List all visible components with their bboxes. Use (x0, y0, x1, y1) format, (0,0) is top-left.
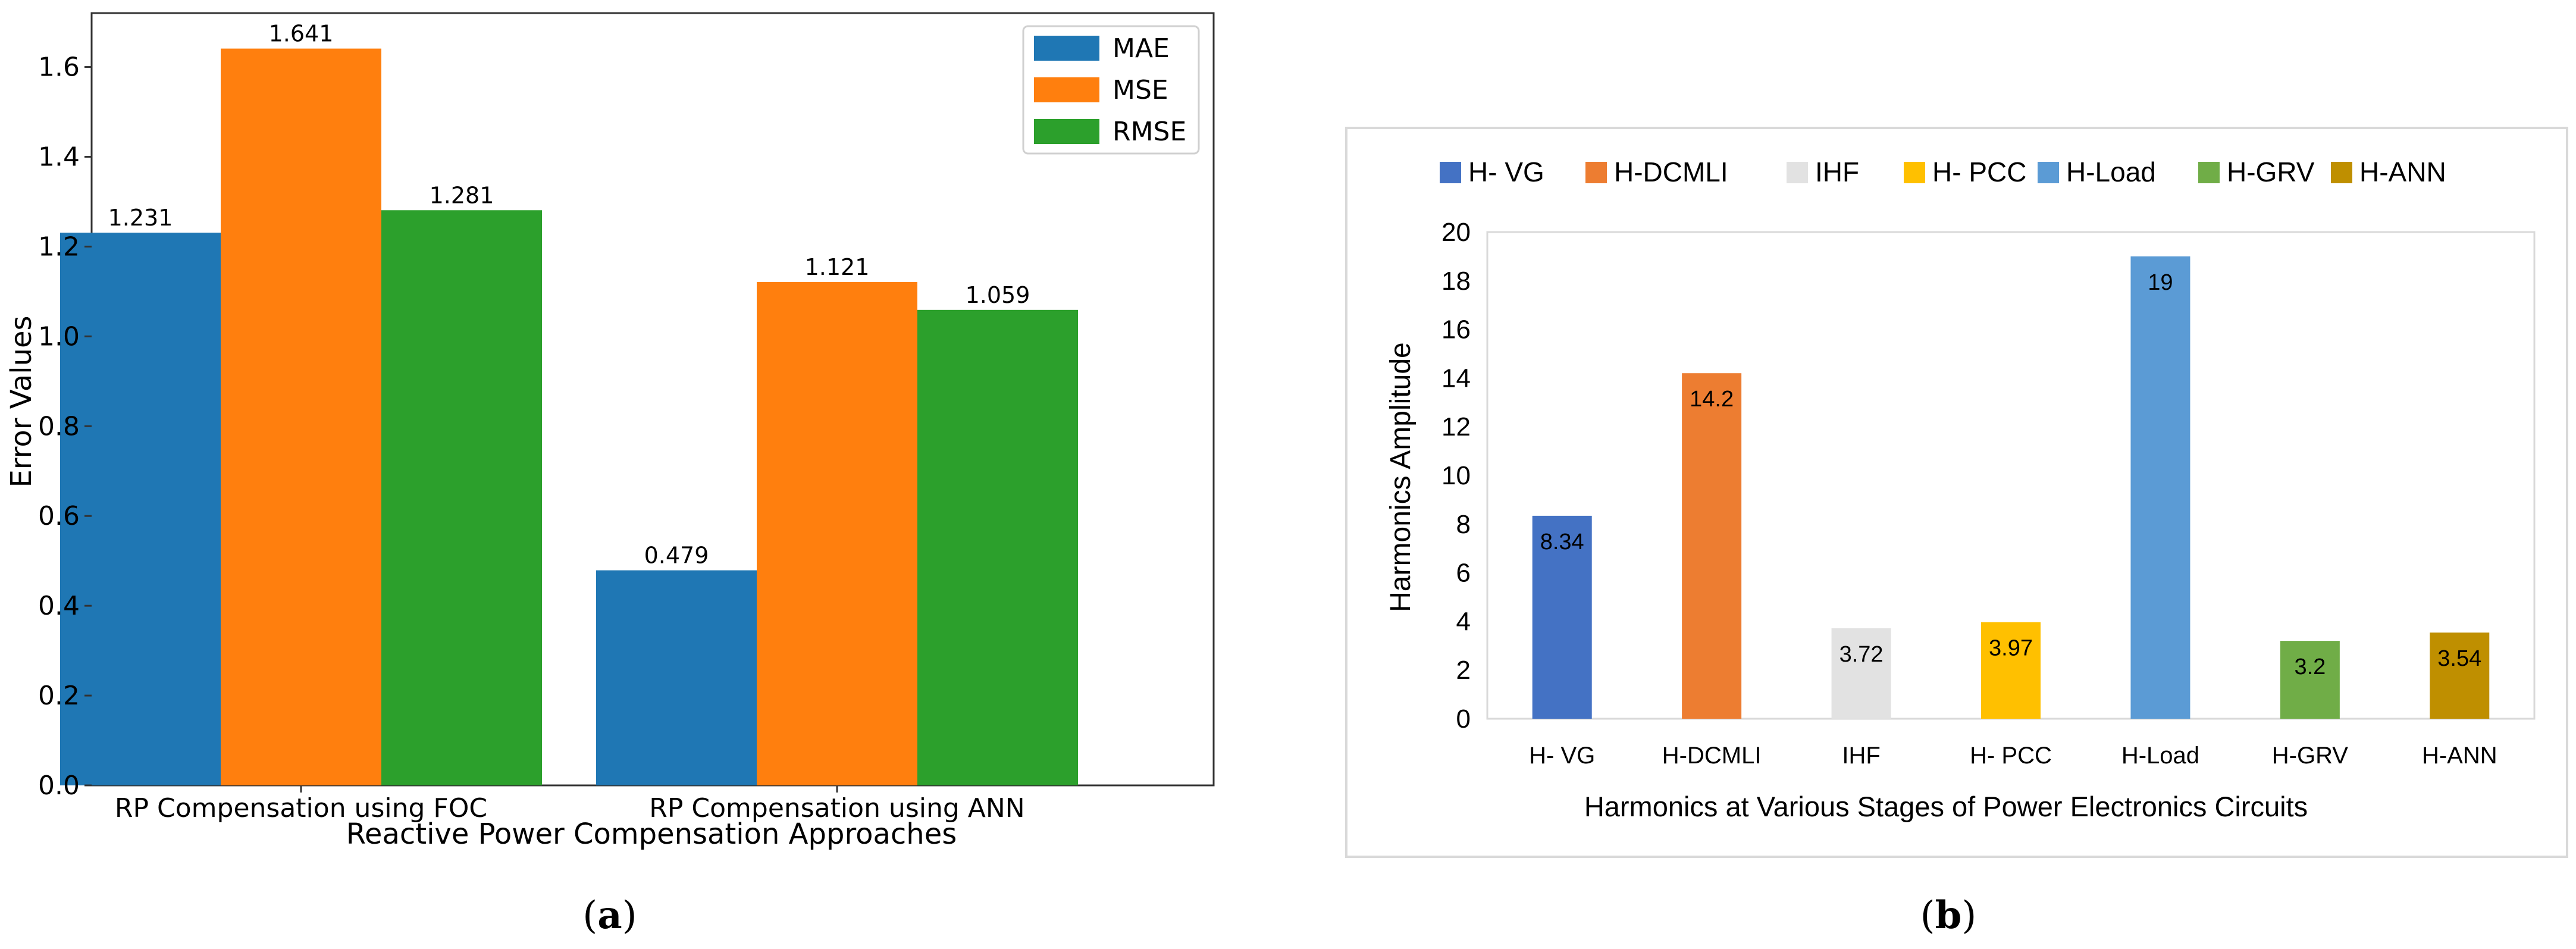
y-tick-label: 0.2 (38, 681, 80, 711)
bar-rmse-rp-compensation-using-foc (381, 210, 542, 785)
chart-b-y-axis: 0 2 4 6 8 10 12 14 16 18 20 (1441, 218, 1471, 734)
y-tick-label: 10 (1441, 461, 1471, 490)
bar-h-load (2130, 256, 2190, 719)
value-label-mae-rp-compensation-using-foc: 1.231 (108, 205, 173, 231)
caption-a: (a) (582, 893, 637, 938)
y-tick-label: 20 (1441, 218, 1471, 247)
bar-mse-rp-compensation-using-ann (757, 282, 917, 786)
chart-b-legend: H- VG H-DCMLI IHF H- PCC H-Load H-GRV H-ANN (1440, 156, 2446, 187)
legend-label-rmse: RMSE (1112, 117, 1186, 147)
chart-b-x-axis-label: Harmonics at Various Stages of Power Ele… (1584, 791, 2308, 822)
value-label-mse-rp-compensation-using-foc: 1.641 (269, 21, 334, 47)
bar-ihf (1831, 628, 1891, 719)
legend-swatch-ihf (1787, 162, 1808, 183)
legend-label-ihf: IHF (1815, 156, 1859, 187)
caption-a-label: a (597, 893, 622, 938)
caption-b: (b) (1920, 893, 1977, 938)
y-tick-label: 0.8 (38, 411, 80, 441)
value-label-h-ann: 3.54 (2437, 646, 2481, 671)
x-tick-label: H-GRV (2272, 743, 2348, 769)
chart-a-x-axis-label: Reactive Power Compensation Approaches (346, 818, 957, 851)
bar-mae-rp-compensation-using-ann (596, 570, 757, 785)
y-tick-label: 1.2 (38, 231, 80, 262)
bar-h-grv (2280, 641, 2340, 719)
y-tick-label: 6 (1456, 559, 1471, 588)
legend-swatch-mae (1034, 36, 1099, 61)
x-tick-label: H- PCC (1970, 743, 2052, 769)
bar-h-dcmli (1682, 373, 1742, 719)
chart-b-frame (1345, 127, 2568, 858)
x-tick-label: IHF (1842, 743, 1880, 769)
legend-label-h-grv: H-GRV (2227, 156, 2315, 187)
chart-a: 1.231 1.641 1.281 0.479 1.121 1.059 0.0 0.2 0.4… (5, 12, 1215, 851)
y-tick-label: 1.6 (38, 52, 80, 83)
value-label-mse-rp-compensation-using-ann: 1.121 (805, 254, 870, 280)
legend-label-mae: MAE (1112, 33, 1170, 64)
chart-b-x-axis: H- VG H-DCMLI IHF H- PCC H-Load H-GRV H-ANN (1529, 743, 2497, 769)
value-label-rmse-rp-compensation-using-ann: 1.059 (966, 282, 1030, 308)
y-tick-label: 0.4 (38, 591, 80, 621)
y-tick-label: 14 (1441, 364, 1471, 393)
legend-swatch-h-dcmli (1585, 162, 1607, 183)
legend-swatch-h-load (2038, 162, 2059, 183)
y-tick-label: 12 (1441, 412, 1471, 441)
bar-mae-rp-compensation-using-foc (60, 233, 221, 785)
bar-h-vg (1532, 515, 1592, 719)
y-tick-label: 1.0 (38, 321, 80, 352)
bar-h-ann (2430, 632, 2490, 719)
y-tick-label: 16 (1441, 315, 1471, 344)
x-tick-label: RP Compensation using FOC (115, 793, 487, 823)
legend-label-mse: MSE (1112, 75, 1168, 105)
x-tick-label: H-ANN (2422, 743, 2497, 769)
value-label-rmse-rp-compensation-using-foc: 1.281 (430, 182, 494, 208)
x-tick-label: H-Load (2121, 743, 2199, 769)
value-label-h-load: 19 (2148, 270, 2173, 295)
legend-label-h-dcmli: H-DCMLI (1614, 156, 1728, 187)
chart-a-value-labels: 1.231 1.641 1.281 0.479 1.121 1.059 (108, 21, 1030, 569)
legend-swatch-rmse (1034, 119, 1099, 144)
value-label-h-vg: 8.34 (1540, 530, 1584, 555)
legend-swatch-h-grv (2198, 162, 2220, 183)
legend-swatch-h-pcc (1904, 162, 1925, 183)
chart-a-legend: MAE MSE RMSE (1022, 25, 1200, 155)
y-tick-label: 4 (1456, 607, 1471, 636)
legend-swatch-mse (1034, 77, 1099, 102)
legend-label-h-ann: H-ANN (2359, 156, 2446, 187)
caption-b-label: b (1935, 893, 1962, 938)
chart-a-y-axis: 0.0 0.2 0.4 0.6 0.8 1.0 1.2 1.4 1.6 (38, 52, 92, 801)
legend-label-h-load: H-Load (2066, 156, 2156, 187)
legend-label-h-vg: H- VG (1468, 156, 1544, 187)
chart-a-x-axis: RP Compensation using FOC RP Compensation… (115, 785, 1025, 823)
y-tick-label: 1.4 (38, 142, 80, 172)
y-tick-label: 2 (1456, 656, 1471, 685)
y-tick-label: 0 (1456, 704, 1471, 734)
chart-b-value-labels: 8.34 14.2 3.72 3.97 19 3.2 3.54 (1540, 270, 2482, 679)
y-tick-label: 0.6 (38, 501, 80, 531)
y-tick-label: 8 (1456, 510, 1471, 539)
chart-b-y-axis-label: Harmonics Amplitude (1385, 342, 1417, 612)
value-label-mae-rp-compensation-using-ann: 0.479 (644, 543, 709, 569)
x-tick-label: H-DCMLI (1662, 743, 1762, 769)
legend-label-h-pcc: H- PCC (1932, 156, 2026, 187)
chart-b: 8.34 14.2 3.72 3.97 19 3.2 3.54 0 2 4 6 8 10 12 14 16 1… (1345, 127, 2568, 858)
y-tick-label: 18 (1441, 267, 1471, 296)
x-tick-label: H- VG (1529, 743, 1595, 769)
legend-swatch-h-vg (1440, 162, 1461, 183)
value-label-h-grv: 3.2 (2294, 654, 2326, 679)
legend-swatch-h-ann (2331, 162, 2352, 183)
chart-b-bars (1532, 256, 2490, 719)
bar-h-pcc (1981, 622, 2041, 719)
chart-a-y-axis-label: Error Values (5, 315, 38, 487)
bar-mse-rp-compensation-using-foc (221, 48, 381, 786)
value-label-ihf: 3.72 (1839, 642, 1884, 667)
y-tick-label: 0.0 (38, 771, 80, 801)
value-label-h-pcc: 3.97 (1989, 636, 2033, 661)
bar-rmse-rp-compensation-using-ann (917, 309, 1078, 785)
chart-a-bars (60, 48, 1078, 786)
value-label-h-dcmli: 14.2 (1690, 387, 1734, 412)
x-tick-label: RP Compensation using ANN (649, 793, 1024, 823)
